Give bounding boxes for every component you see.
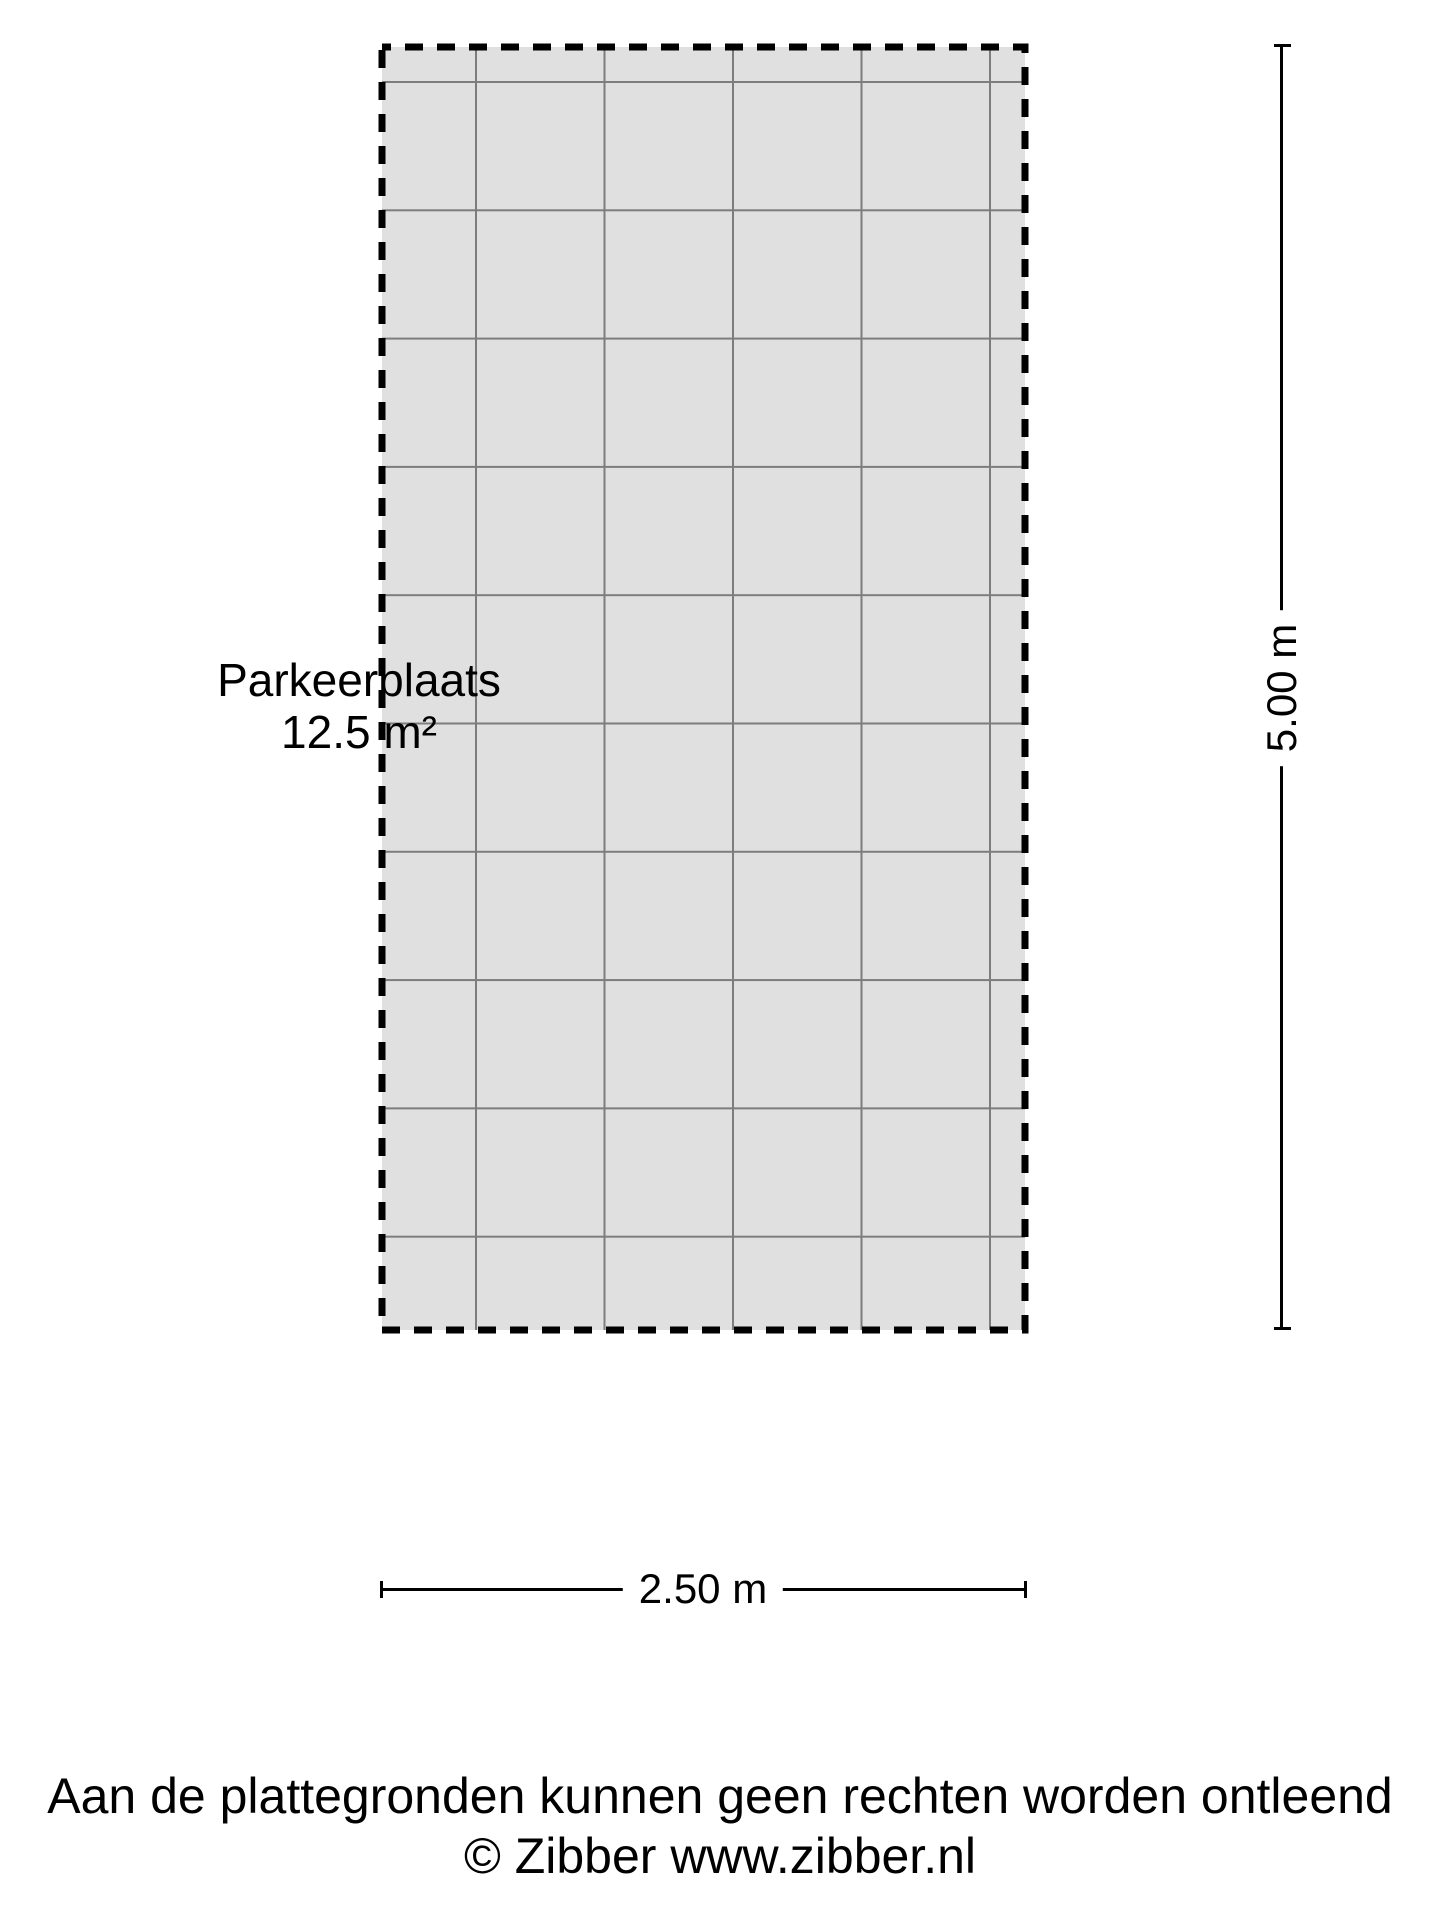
room-name: Parkeerplaats — [217, 654, 501, 706]
footer-disclaimer: Aan de plattegronden kunnen geen rechten… — [47, 1768, 1393, 1824]
room-area: 12.5 m² — [281, 706, 437, 758]
dimension-cap-left — [380, 1581, 383, 1598]
dimension-cap-top — [1274, 44, 1291, 47]
dimension-cap-right — [1024, 1581, 1027, 1598]
room-label: Parkeerplaats 12.5 m² — [217, 654, 501, 758]
footer: Aan de plattegronden kunnen geen rechten… — [0, 1766, 1440, 1886]
parking-space-area — [378, 43, 1029, 1334]
dimension-cap-bottom — [1274, 1327, 1291, 1330]
dimension-label-height: 5.00 m — [1256, 609, 1308, 767]
dimension-label-width: 2.50 m — [622, 1563, 784, 1615]
footer-copyright: © Zibber www.zibber.nl — [463, 1828, 977, 1884]
